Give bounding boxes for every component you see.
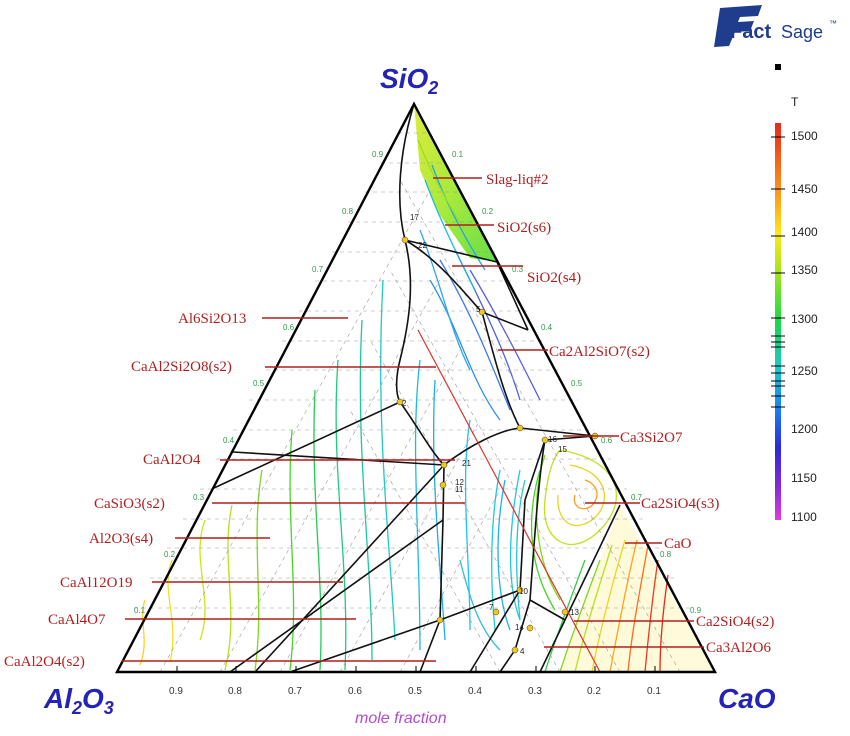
label-sio2-s4: SiO2(s4) [527, 270, 581, 286]
mole-fraction-label: mole fraction [355, 710, 447, 727]
svg-text:0.2: 0.2 [482, 207, 494, 216]
svg-text:0.2: 0.2 [587, 686, 601, 697]
svg-text:16: 16 [548, 435, 557, 444]
svg-text:1400: 1400 [791, 225, 818, 239]
svg-text:0.3: 0.3 [512, 265, 524, 274]
svg-text:0.5: 0.5 [571, 379, 583, 388]
label-casio3-s2: CaSiO3(s2) [94, 496, 165, 512]
svg-text:0.7: 0.7 [631, 493, 643, 502]
svg-text:0.9: 0.9 [169, 686, 183, 697]
left-edge-tick-labels: 0.9 0.8 0.7 0.6 0.5 0.4 0.3 0.2 0.1 [134, 150, 384, 615]
svg-text:17: 17 [410, 213, 419, 222]
svg-text:12: 12 [455, 478, 464, 487]
vertex-cao: CaO [718, 683, 776, 714]
svg-text:1250: 1250 [791, 364, 818, 378]
svg-text:0.5: 0.5 [408, 686, 422, 697]
logo-fact-text: Fact [730, 21, 771, 43]
label-ca2sio4-s2: Ca2SiO4(s2) [696, 614, 774, 630]
label-caal2si2o8-s2: CaAl2Si2O8(s2) [131, 359, 232, 375]
isotherm-contours [139, 139, 669, 673]
phase-labels-left: Al6Si2O13 CaAl2Si2O8(s2) CaAl2O4 CaSiO3(… [4, 311, 246, 670]
bottom-axis-ticks [176, 666, 656, 672]
phase-labels-right: Slag-liq#2 SiO2(s6) SiO2(s4) Ca2Al2SiO7(… [486, 172, 774, 656]
vertex-sio2: SiO2 [380, 63, 438, 98]
svg-text:0.3: 0.3 [528, 686, 542, 697]
label-caal2o4-s2: CaAl2O4(s2) [4, 654, 85, 670]
svg-text:22: 22 [418, 241, 427, 250]
invariant-labels: 2 17 22 21 12 11 10 7 14 4 13 16 15 5 [402, 213, 579, 656]
svg-text:11: 11 [455, 485, 464, 494]
svg-text:1100: 1100 [791, 510, 817, 524]
svg-text:0.4: 0.4 [468, 686, 482, 697]
svg-text:0.6: 0.6 [283, 323, 295, 332]
svg-text:5: 5 [476, 305, 481, 314]
svg-text:1300: 1300 [791, 312, 818, 326]
svg-text:0.8: 0.8 [660, 550, 672, 559]
svg-text:0.1: 0.1 [647, 686, 661, 697]
svg-text:14: 14 [515, 623, 524, 632]
svg-text:1150: 1150 [791, 471, 817, 485]
logo-shape [714, 5, 762, 47]
svg-text:0.2: 0.2 [164, 550, 176, 559]
bottom-axis-tick-labels: 0.9 0.8 0.7 0.6 0.5 0.4 0.3 0.2 0.1 [169, 686, 661, 697]
label-ca3al2o6: Ca3Al2O6 [706, 640, 771, 656]
svg-text:4: 4 [520, 647, 525, 656]
section-line [417, 329, 601, 673]
label-ca3si2o7: Ca3Si2O7 [620, 430, 683, 446]
svg-text:0.7: 0.7 [312, 265, 324, 274]
label-sio2-s6: SiO2(s6) [497, 220, 551, 236]
svg-text:15: 15 [558, 445, 567, 454]
right-edge-tick-labels: 0.1 0.2 0.3 0.4 0.5 0.6 0.7 0.8 0.9 [452, 150, 702, 615]
svg-text:21: 21 [462, 459, 471, 468]
svg-text:0.9: 0.9 [372, 150, 384, 159]
temp-scale-title: T [791, 95, 799, 109]
svg-text:0.7: 0.7 [288, 686, 302, 697]
svg-text:2: 2 [402, 399, 407, 408]
logo-sage-text: Sage [781, 22, 823, 42]
label-caal2o4: CaAl2O4 [143, 452, 201, 468]
svg-text:0.1: 0.1 [452, 150, 464, 159]
svg-text:0.1: 0.1 [134, 606, 146, 615]
svg-text:0.4: 0.4 [541, 323, 553, 332]
svg-text:0.6: 0.6 [601, 436, 613, 445]
label-ca2sio4-s3: Ca2SiO4(s3) [641, 496, 719, 512]
svg-text:0.4: 0.4 [223, 436, 235, 445]
factsage-logo: Fact Sage ™ [714, 5, 837, 47]
svg-text:0.6: 0.6 [348, 686, 362, 697]
logo-tm: ™ [829, 19, 837, 28]
vertex-al2o3: Al2O3 [43, 683, 114, 718]
phase-leader-lines [122, 177, 704, 662]
svg-text:1500: 1500 [791, 129, 818, 143]
svg-text:1350: 1350 [791, 263, 818, 277]
temp-color-bar [775, 123, 781, 520]
phase-boundaries [213, 103, 621, 673]
label-caal4o7: CaAl4O7 [48, 612, 106, 628]
label-ca2al2sio7-s2: Ca2Al2SiO7(s2) [549, 344, 650, 360]
label-al2o3-s4: Al2O3(s4) [89, 531, 153, 547]
temperature-scale: T 1500 1450 1400 1350 1300 1250 1200 115… [771, 95, 818, 524]
composition-grid [134, 132, 693, 673]
svg-text:0.3: 0.3 [193, 493, 205, 502]
label-cao: CaO [664, 536, 692, 552]
label-al6si2o13: Al6Si2O13 [178, 311, 246, 327]
svg-text:7: 7 [489, 603, 494, 612]
svg-text:0.9: 0.9 [690, 606, 702, 615]
label-caal12o19: CaAl12O19 [60, 575, 133, 591]
svg-text:0.5: 0.5 [253, 379, 265, 388]
svg-text:13: 13 [570, 608, 579, 617]
svg-text:1450: 1450 [791, 182, 818, 196]
label-slag-liq2: Slag-liq#2 [486, 172, 549, 188]
svg-text:0.8: 0.8 [228, 686, 242, 697]
invariant-markers [396, 236, 599, 654]
svg-text:1200: 1200 [791, 422, 818, 436]
marker-square [775, 64, 781, 70]
svg-text:0.8: 0.8 [342, 207, 354, 216]
svg-text:10: 10 [519, 587, 528, 596]
